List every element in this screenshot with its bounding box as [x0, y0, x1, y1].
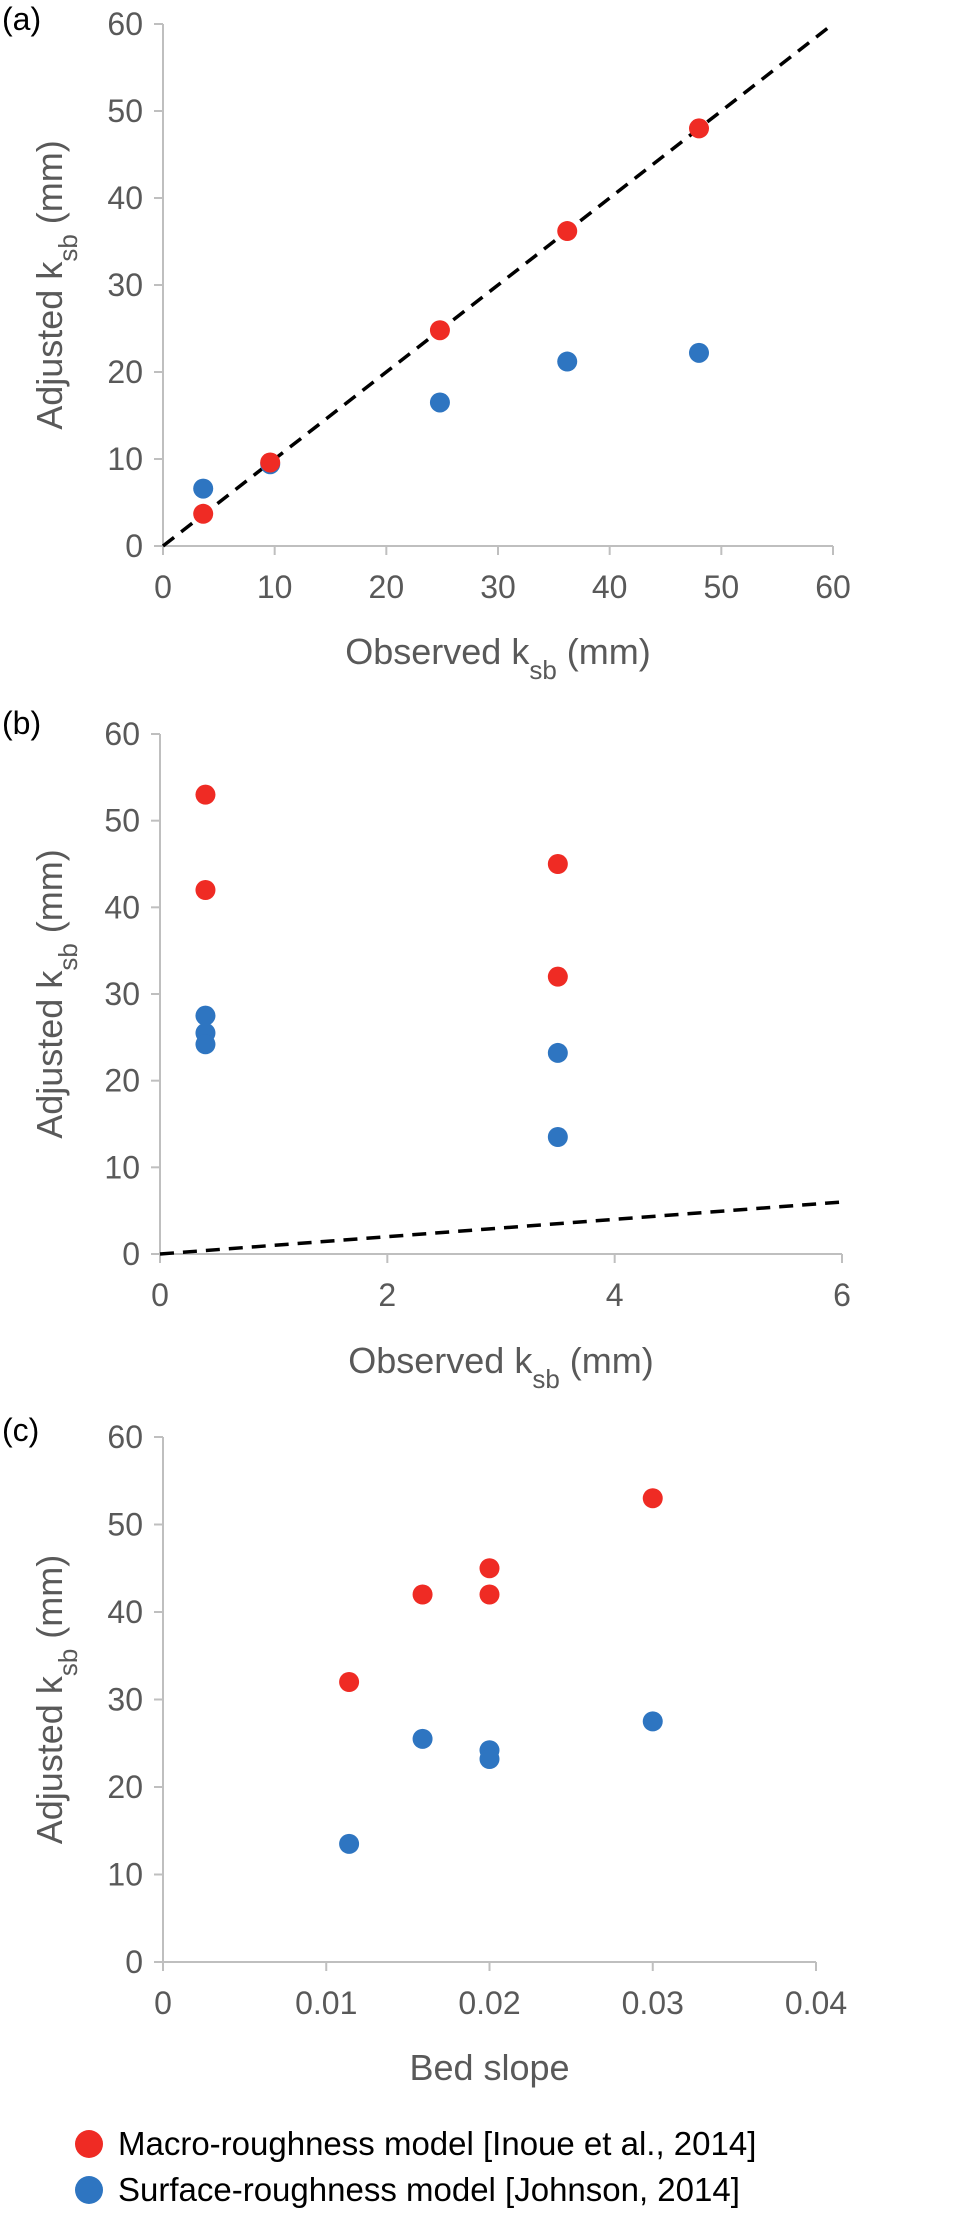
x-tick-label: 2: [378, 1277, 396, 1313]
macro-point: [547, 854, 568, 874]
x-tick-label: 0.03: [622, 1985, 684, 2021]
x-tick-label: 60: [815, 569, 851, 605]
x-tick-label: 0.04: [785, 1985, 847, 2021]
one-to-one-line: [159, 1200, 843, 1256]
y-tick-label: 50: [107, 1507, 143, 1543]
x-tick-label: 6: [833, 1277, 851, 1313]
y-axis-label: Adjusted ksb (mm): [29, 849, 83, 1139]
y-tick-label: 20: [107, 1769, 143, 1805]
y-tick-label: 0: [125, 528, 143, 564]
macro-point: [479, 1584, 500, 1605]
macro-point: [557, 221, 578, 242]
y-tick-label: 10: [107, 1857, 143, 1893]
surface-point: [193, 478, 214, 499]
y-tick-label: 40: [107, 1594, 143, 1630]
x-tick-label: 0: [154, 1985, 172, 2021]
surface-point: [339, 1833, 360, 1854]
x-axis-label: Observed ksb (mm): [348, 1340, 654, 1394]
x-tick-label: 4: [606, 1277, 624, 1313]
y-tick-label: 40: [104, 889, 140, 925]
surface-point: [412, 1728, 433, 1749]
y-tick-label: 0: [125, 1944, 143, 1980]
macro-point: [689, 118, 709, 139]
macro-point: [429, 320, 450, 341]
y-tick-label: 10: [107, 441, 143, 477]
panel-label: (c): [2, 1412, 39, 1448]
y-tick-label: 60: [107, 6, 143, 42]
surface-point: [547, 1127, 568, 1147]
chart-panel-2: 0 10 20 30 40 50 60 0 2 4 6 (b) Observed ksb (mm) Adj…: [2, 705, 851, 1394]
x-tick-label: 30: [480, 569, 516, 605]
surface-point: [479, 1749, 500, 1769]
x-tick-label: 0: [154, 569, 172, 605]
macro-point: [547, 966, 568, 987]
x-tick-label: 20: [369, 569, 405, 605]
x-axis-label: Observed ksb (mm): [345, 631, 651, 685]
y-axis-label: Adjusted ksb (mm): [29, 140, 83, 430]
y-tick-label: 60: [104, 716, 140, 752]
macro-point: [642, 1488, 663, 1509]
y-tick-label: 50: [104, 803, 140, 839]
y-tick-label: 20: [104, 1063, 140, 1099]
x-tick-label: 50: [704, 569, 740, 605]
y-tick-label: 30: [104, 976, 140, 1012]
macro-point: [193, 503, 214, 524]
x-tick-label: 10: [257, 569, 293, 605]
x-tick-label: 0.01: [295, 1985, 357, 2021]
legend: Macro-roughness model [Inoue et al., 201…: [75, 2125, 756, 2208]
x-tick-label: 0.02: [458, 1985, 520, 2021]
surface-point: [689, 342, 709, 363]
y-tick-label: 60: [107, 1419, 143, 1455]
x-tick-label: 40: [592, 569, 628, 605]
y-axis-label: Adjusted ksb (mm): [29, 1555, 83, 1845]
x-tick-label: 0: [151, 1277, 169, 1313]
legend-label: Surface-roughness model [Johnson, 2014]: [118, 2171, 740, 2208]
surface-point: [642, 1711, 663, 1732]
panel-label: (b): [2, 705, 41, 741]
y-tick-label: 10: [104, 1149, 140, 1185]
macro-point: [195, 880, 216, 900]
chart-panel-3: 0 10 20 30 40 50 60 0 0.01 0.02 0.03 0.04 (c) Bed slo…: [2, 1412, 847, 2088]
y-tick-label: 30: [107, 267, 143, 303]
macro-point: [339, 1672, 360, 1692]
y-tick-label: 0: [122, 1236, 140, 1272]
y-tick-label: 40: [107, 180, 143, 216]
surface-point: [195, 1005, 216, 1026]
legend-label: Macro-roughness model [Inoue et al., 201…: [118, 2125, 756, 2162]
macro-point: [260, 452, 281, 473]
chart-panel-1: 0 10 20 30 40 50 60 0 10 20 30 40 50 60 (a) Observed ks…: [2, 1, 851, 685]
y-tick-label: 50: [107, 93, 143, 129]
panel-label: (a): [2, 1, 41, 37]
y-tick-label: 30: [107, 1682, 143, 1718]
macro-point: [479, 1558, 500, 1579]
macro-point: [412, 1584, 433, 1605]
macro-legend-marker: [75, 2130, 103, 2158]
surface-point: [429, 392, 450, 413]
x-axis-label: Bed slope: [409, 2047, 569, 2088]
surface-point: [557, 351, 578, 372]
surface-point: [195, 1034, 216, 1055]
surface-legend-marker: [75, 2176, 103, 2204]
y-tick-label: 20: [107, 354, 143, 390]
macro-point: [195, 784, 216, 805]
surface-point: [547, 1042, 568, 1063]
